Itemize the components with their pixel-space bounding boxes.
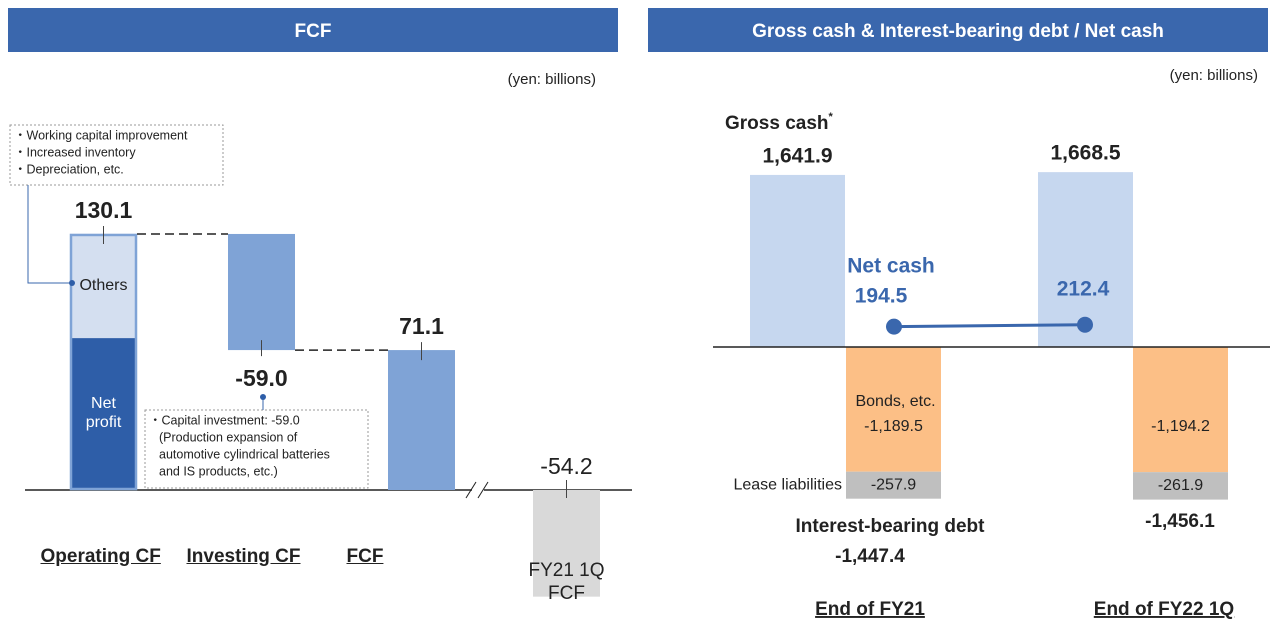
- annotation-box: [144, 409, 369, 489]
- annotation-text: (Production expansion of: [159, 430, 298, 444]
- value-label: -261.9: [1158, 477, 1203, 494]
- total-label: -1,447.4: [835, 546, 905, 567]
- line-point: [1077, 316, 1093, 333]
- x-tick-label: Investing CF: [186, 546, 301, 567]
- line: [893, 323, 1086, 329]
- value-label: -54.2: [540, 453, 592, 479]
- bar: [750, 174, 845, 347]
- segment-label: Others: [79, 277, 128, 295]
- value-label: -1,194.2: [1151, 418, 1210, 435]
- leader-dot: [260, 394, 266, 400]
- series-label: Bonds, etc.: [855, 393, 935, 410]
- leader-dot: [69, 280, 75, 286]
- annotation-text: ・Capital investment: -59.0: [149, 413, 300, 427]
- series-name: Gross cash: [725, 113, 829, 134]
- x-tick-label: FY21 1Q FCF: [528, 560, 605, 604]
- value-label: 1,641.9: [762, 144, 832, 167]
- header-bar: [8, 8, 618, 52]
- bar: [533, 490, 600, 597]
- value-label: -257.9: [871, 476, 916, 493]
- annotation-text: ・Depreciation, etc.: [14, 162, 124, 176]
- x-tick-label: Operating CF: [40, 546, 161, 567]
- chart-title: Gross cash & Interest-bearing debt / Net…: [752, 21, 1164, 42]
- value-label: 194.5: [855, 285, 908, 308]
- segment-label: Net profit: [85, 395, 122, 432]
- x-tick-label: End of FY22 1Q: [1094, 599, 1234, 620]
- series-label: Net cash: [847, 255, 935, 278]
- value-label: 130.1: [75, 197, 133, 223]
- series-label: Lease liabilities: [733, 476, 842, 493]
- footnote-mark: *: [829, 111, 834, 123]
- axis-break: [477, 481, 489, 499]
- bar: [388, 350, 455, 490]
- total-label: -1,456.1: [1145, 511, 1215, 532]
- axis-break: [465, 481, 477, 499]
- bar: [1133, 347, 1228, 473]
- unit-note: (yen: billions): [508, 71, 596, 88]
- bar-segment: [70, 233, 137, 339]
- annotation-text: ・Working capital improvement: [14, 128, 188, 142]
- value-label: 1,668.5: [1050, 142, 1120, 165]
- header-bar: [648, 8, 1268, 52]
- total-name: Interest-bearing debt: [796, 516, 986, 537]
- chart-title: FCF: [295, 21, 332, 42]
- bar: [846, 347, 941, 472]
- annotation-box: [9, 124, 224, 186]
- value-label: -1,189.5: [864, 418, 923, 435]
- x-tick-label: FCF: [346, 546, 384, 567]
- unit-note: (yen: billions): [1170, 67, 1258, 84]
- leader-line: [27, 185, 72, 284]
- annotation-text: and IS products, etc.): [159, 464, 278, 478]
- line-point: [886, 318, 902, 335]
- bar-segment: [70, 338, 137, 490]
- value-label: 71.1: [399, 313, 444, 339]
- bar: [846, 471, 941, 499]
- bar: [228, 233, 295, 351]
- value-label: -59.0: [235, 365, 287, 391]
- annotation-text: ・Increased inventory: [14, 145, 136, 159]
- value-label: 212.4: [1057, 278, 1110, 301]
- annotation-text: automotive cylindrical batteries: [159, 447, 330, 461]
- x-tick-label: End of FY21: [815, 599, 925, 620]
- bar: [1133, 472, 1228, 500]
- series-label: Gross cash*: [725, 111, 834, 134]
